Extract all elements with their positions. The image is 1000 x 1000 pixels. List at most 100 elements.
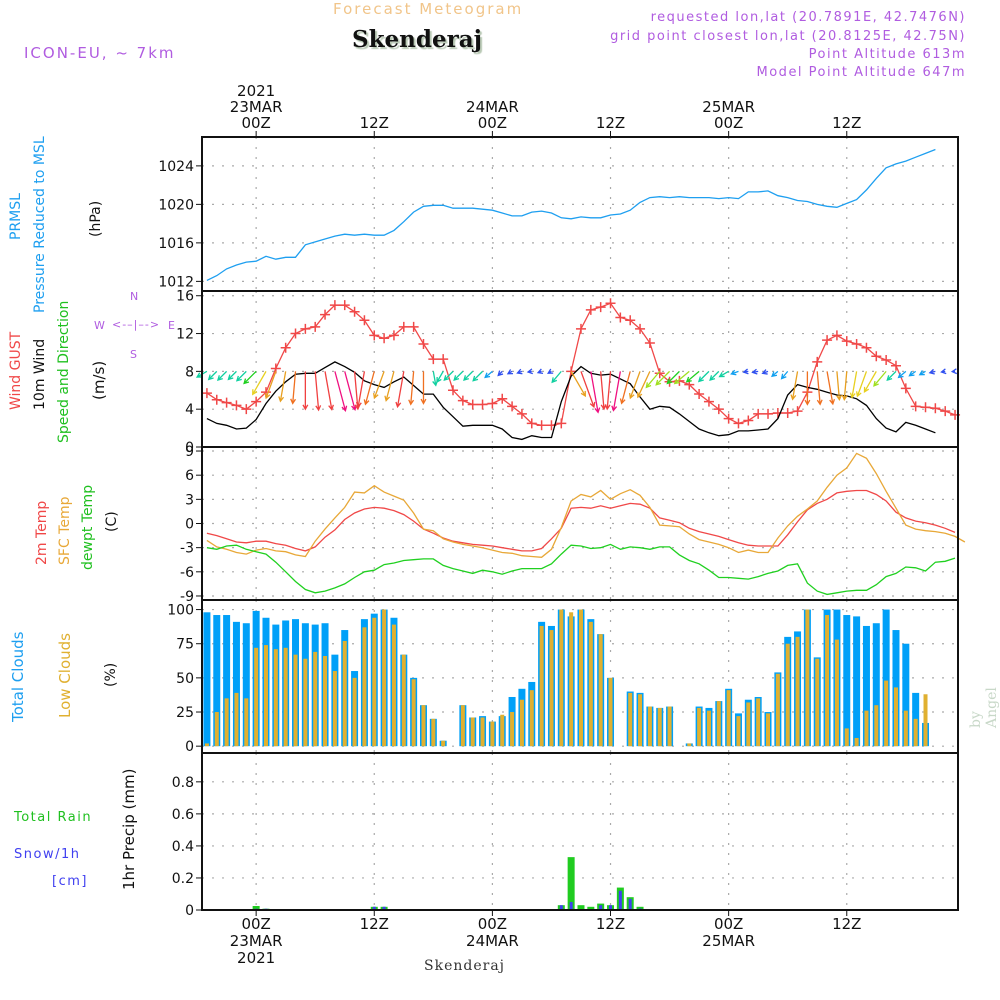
y-tick-label: -3 xyxy=(180,541,194,557)
gust-marker xyxy=(713,404,724,415)
panel-2: -9 -6 -3 0 3 6 9 xyxy=(180,444,966,605)
wind-arrow xyxy=(580,371,596,409)
bottom-time-label: 00Z xyxy=(714,915,743,933)
low-clouds-bar xyxy=(224,698,229,747)
gust-marker xyxy=(605,298,616,309)
gust-marker xyxy=(792,406,803,417)
low-clouds-bar xyxy=(529,690,534,747)
y-tick-label: 1024 xyxy=(158,159,194,175)
compass-arrows-icon: <-–|–-> xyxy=(112,318,161,331)
low-clouds-bar xyxy=(766,713,771,747)
gust-marker xyxy=(723,413,734,424)
low-clouds-bar xyxy=(342,640,347,747)
low-clouds-bar xyxy=(697,707,702,747)
gust-marker xyxy=(251,396,262,407)
wind-arrow xyxy=(709,370,720,382)
snow-bar xyxy=(618,890,622,910)
low-clouds-bar xyxy=(204,743,209,747)
low-clouds-bar xyxy=(411,679,416,747)
panel-4: 0 0.2 0.4 0.6 0.8 xyxy=(172,753,958,919)
gust-marker xyxy=(457,395,468,406)
low-clouds-bar xyxy=(687,743,692,747)
y-tick-label: 1016 xyxy=(158,236,194,252)
total-clouds-bar xyxy=(242,623,250,747)
total-clouds-bar xyxy=(872,623,880,747)
wind-arrow xyxy=(897,370,907,379)
low-clouds-bar xyxy=(903,710,908,747)
gust-marker xyxy=(408,321,419,332)
low-clouds-bar xyxy=(382,609,387,747)
y-tick-label: 12 xyxy=(176,327,194,343)
gust-marker xyxy=(900,383,911,394)
gust-marker xyxy=(418,338,429,349)
gust-marker xyxy=(575,323,586,334)
low-clouds-bar xyxy=(746,702,751,747)
low-clouds-bar xyxy=(273,649,278,747)
gust-marker xyxy=(280,342,291,353)
wind-arrow xyxy=(600,371,607,411)
wind-arrow xyxy=(645,370,661,389)
snow-bar xyxy=(372,906,376,910)
model-point-altitude: Model Point Altitude 647m xyxy=(756,65,966,80)
snow-bar xyxy=(599,905,603,910)
wind-arrow xyxy=(395,371,405,409)
gust-marker xyxy=(703,396,714,407)
model-label: ICON-EU, ~ 7km xyxy=(24,44,176,62)
low-clouds-bar xyxy=(815,658,820,747)
gust-marker xyxy=(388,330,399,341)
location-title: Skenderaj xyxy=(352,26,482,53)
bottom-time-label: 12Z xyxy=(596,915,625,933)
total-clouds-bar xyxy=(882,609,890,747)
low-clouds-bar xyxy=(657,707,662,747)
total-clouds-bar xyxy=(902,643,910,747)
wind-arrow xyxy=(264,371,277,400)
gust-marker xyxy=(871,351,882,362)
low-clouds-bar xyxy=(313,651,318,747)
meteogram-subtitle: Forecast Meteogram xyxy=(333,0,524,18)
low-clouds-bar xyxy=(332,671,337,747)
wind-arrow xyxy=(290,371,297,405)
low-clouds-bar xyxy=(726,690,731,747)
wind-arrow xyxy=(730,369,739,376)
low-clouds-bar xyxy=(884,680,889,747)
gust-marker xyxy=(753,408,764,419)
total-clouds-bar xyxy=(843,615,851,747)
gust-marker xyxy=(507,401,518,412)
low-clouds-bar xyxy=(598,634,603,747)
wind-arrow xyxy=(420,371,427,405)
snow-bar xyxy=(628,898,632,910)
low-clouds-bar xyxy=(510,712,515,747)
low-clouds-bar xyxy=(401,654,406,747)
gust-marker xyxy=(379,333,390,344)
total-clouds-bar xyxy=(223,615,231,747)
gust-marker xyxy=(615,312,626,323)
low-clouds-bar xyxy=(716,701,721,747)
gust-marker xyxy=(733,418,744,429)
wind-arrow xyxy=(302,371,309,411)
gust-marker xyxy=(477,399,488,410)
gust-marker xyxy=(694,389,705,400)
wind-arrow xyxy=(536,368,544,375)
wind-arrow xyxy=(436,371,444,384)
wind-arrow xyxy=(408,371,415,406)
total-clouds-bar xyxy=(862,625,870,747)
low-clouds-bar xyxy=(638,694,643,747)
snow-bar xyxy=(559,905,563,910)
gust-marker xyxy=(644,338,655,348)
low-clouds-bar xyxy=(519,699,524,747)
gust-marker xyxy=(359,315,370,326)
wind-arrow xyxy=(836,371,842,401)
grid-point-coordinates: grid point closest lon,lat (20.8125E, 42… xyxy=(610,29,966,44)
gust-marker xyxy=(635,323,646,334)
panel-0: 1012 1016 1020 1024 xyxy=(158,137,958,291)
low-clouds-bar xyxy=(254,647,259,747)
rain-bar xyxy=(577,905,585,910)
gust-marker xyxy=(851,338,862,349)
low-clouds-bar xyxy=(805,609,810,747)
top-time-label: 12Z xyxy=(832,114,861,132)
wind-arrow xyxy=(790,371,799,401)
bottom-time-label: 25MAR xyxy=(702,932,755,950)
bottom-time-label: 24MAR xyxy=(466,932,519,950)
compass-w: W xyxy=(94,319,105,332)
